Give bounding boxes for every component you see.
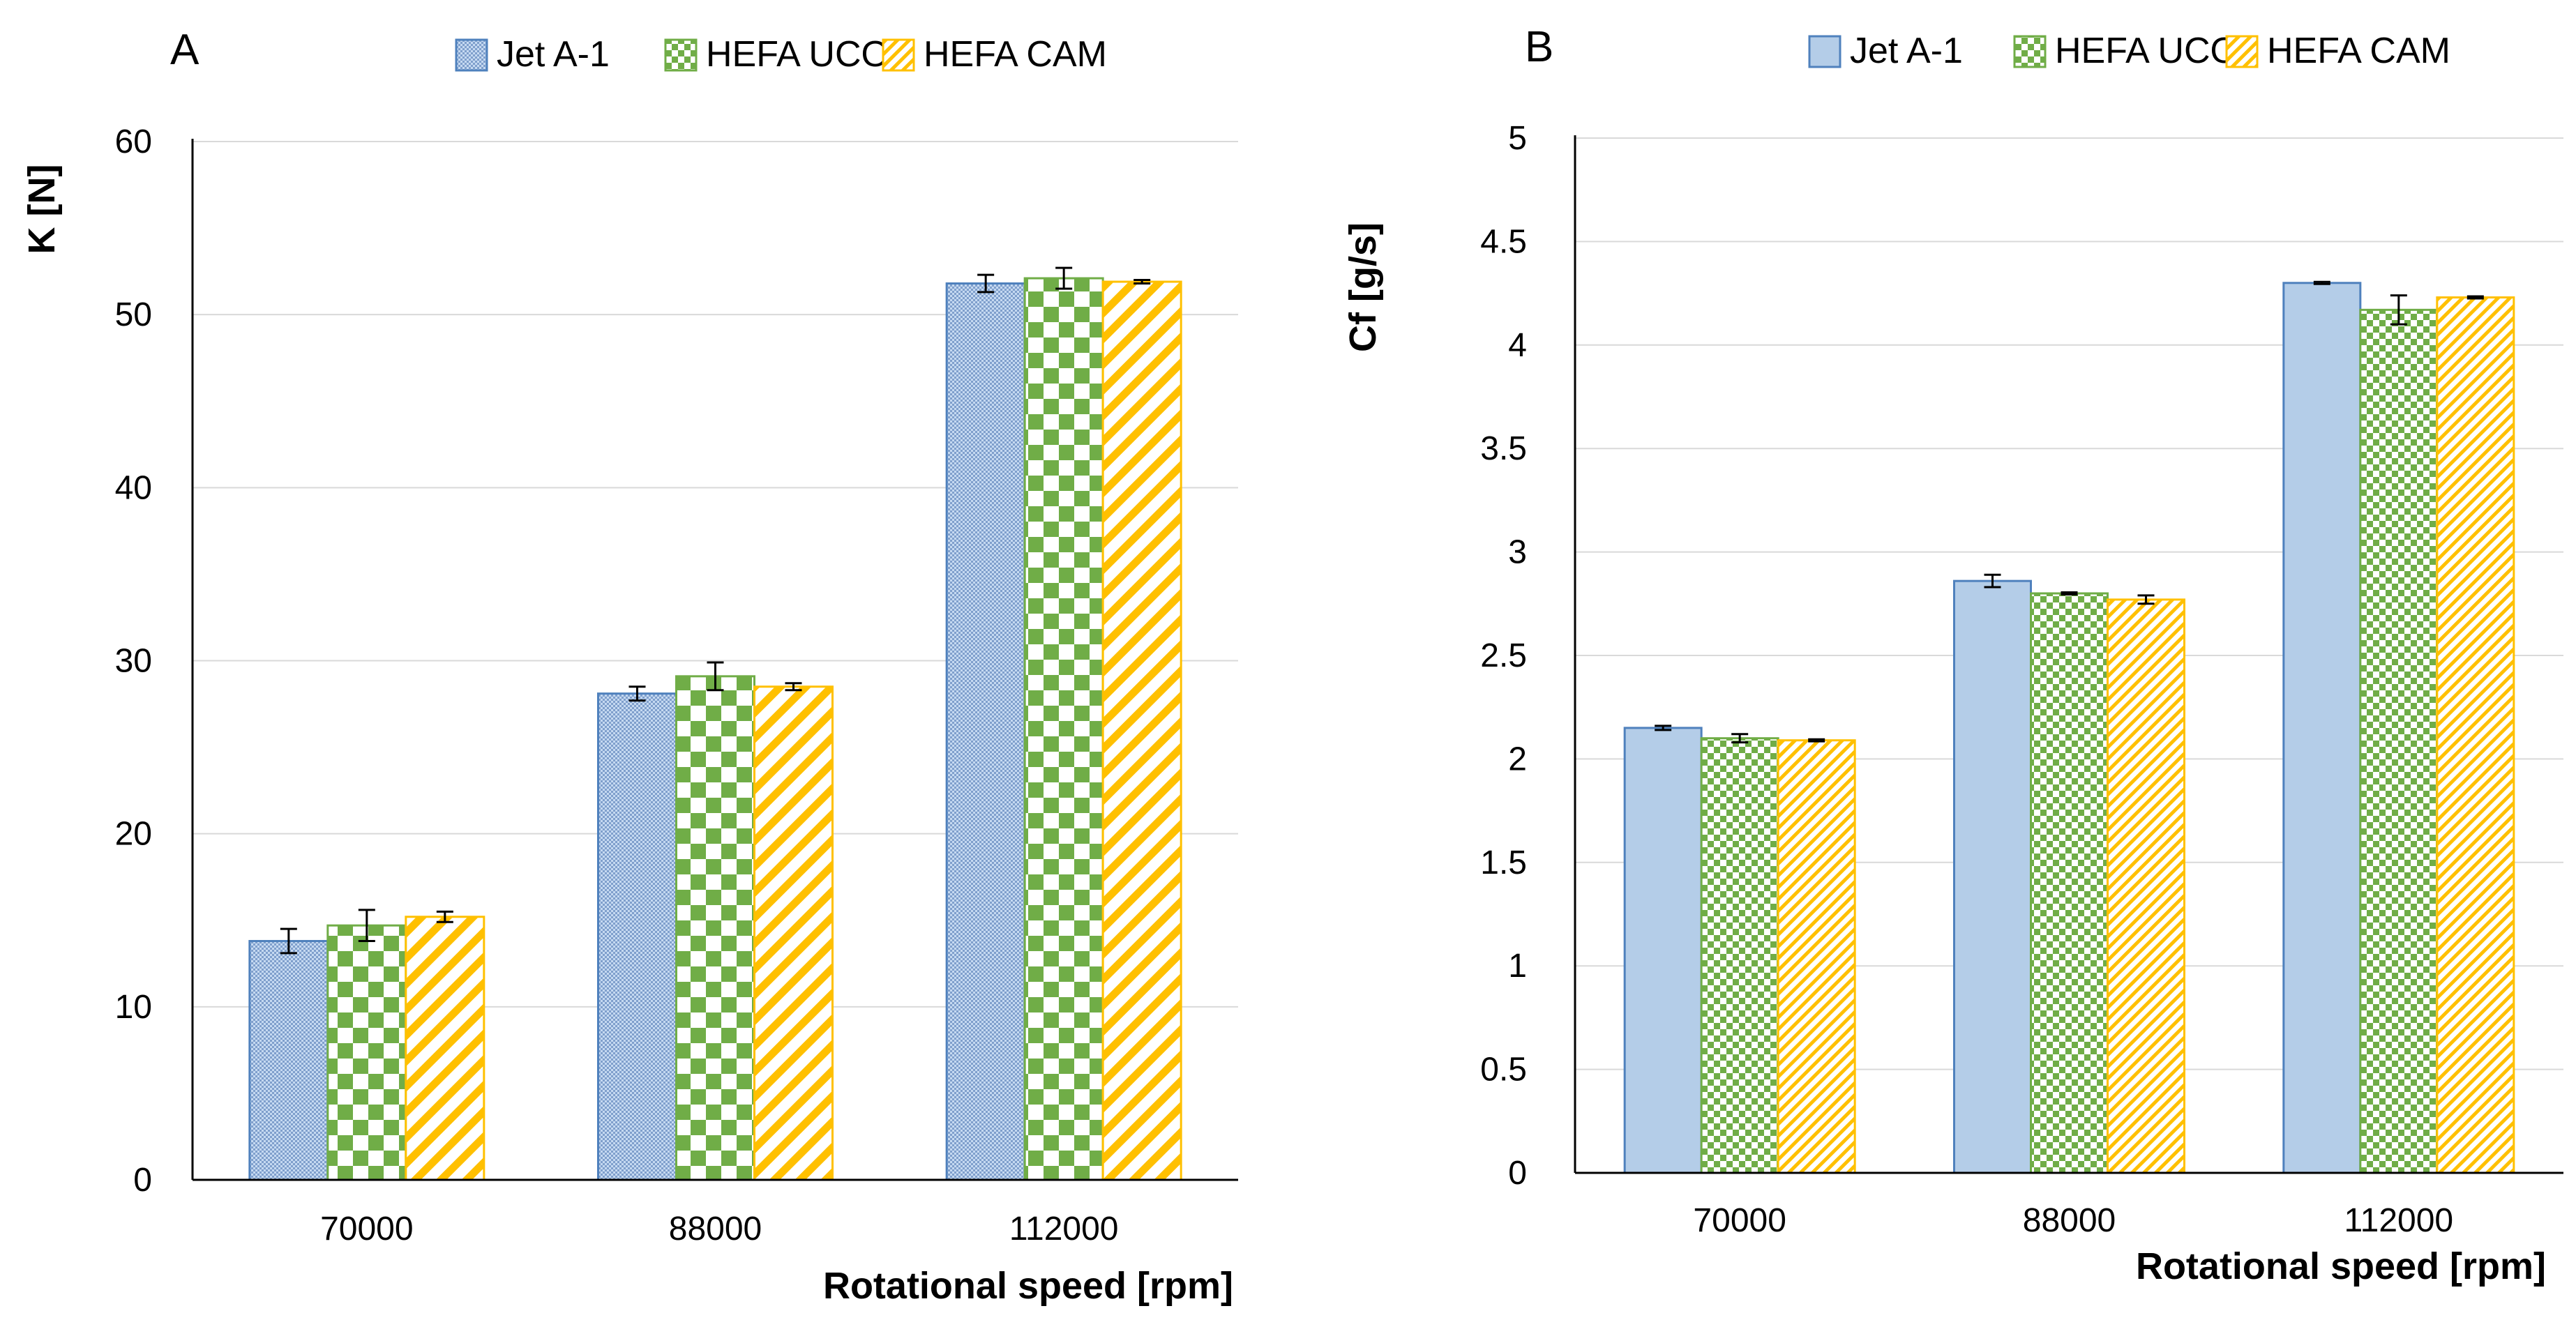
y-tick-label: 0 bbox=[133, 1162, 152, 1199]
x-tick-label-70000: 70000 bbox=[1693, 1202, 1786, 1239]
bar-hefa-cam-70000 bbox=[405, 916, 485, 1181]
panel-b-x-axis-title: Rotational speed [rpm] bbox=[2136, 1245, 2546, 1287]
panel-b-axes bbox=[1574, 135, 2563, 1174]
bar-jet-a-1-112000 bbox=[2282, 282, 2362, 1174]
bar-hefa-uco-112000 bbox=[1023, 277, 1104, 1181]
legend-label-jet-a-1: Jet A-1 bbox=[497, 34, 610, 75]
panel-a-letter: A bbox=[170, 26, 199, 74]
bar-hefa-cam-112000 bbox=[1101, 280, 1182, 1181]
legend-item-hefa-cam: HEFA CAM bbox=[2225, 31, 2450, 71]
x-tick-label-88000: 88000 bbox=[2023, 1202, 2116, 1239]
legend-label-hefa-uco: HEFA UCO bbox=[706, 34, 889, 75]
bar-jet-a-1-88000 bbox=[1953, 579, 2032, 1174]
panel-b-y-axis-title: Cf [g/s] bbox=[1342, 222, 1384, 352]
panel-a-category-labels: 70000 88000 112000 bbox=[320, 1211, 1118, 1247]
x-tick-label-112000: 112000 bbox=[1009, 1211, 1119, 1247]
y-tick-label: 1 bbox=[1508, 948, 1527, 985]
legend-swatch-jet-a-1 bbox=[1808, 35, 1841, 68]
bar-jet-a-1-112000 bbox=[945, 282, 1026, 1181]
legend-item-jet-a-1: Jet A-1 bbox=[455, 34, 610, 75]
legend-item-hefa-uco: HEFA UCO bbox=[664, 34, 889, 75]
panel-b-bars bbox=[1623, 282, 2515, 1174]
y-tick-label: 50 bbox=[115, 296, 152, 333]
y-tick-label: 4.5 bbox=[1480, 223, 1527, 260]
panel-b-y-tick-labels: 0 0.5 1 1.5 2 2.5 3 3.5 4 4.5 5 bbox=[1480, 120, 1527, 1192]
y-tick-label: 5 bbox=[1508, 120, 1527, 157]
legend-label-hefa-cam: HEFA CAM bbox=[2267, 31, 2450, 71]
legend-item-hefa-uco: HEFA UCO bbox=[2013, 31, 2238, 71]
bar-hefa-uco-112000 bbox=[2359, 308, 2439, 1174]
legend-swatch-hefa-uco bbox=[664, 38, 698, 72]
y-tick-label: 60 bbox=[115, 123, 152, 160]
y-tick-label: 30 bbox=[115, 643, 152, 680]
y-tick-label: 40 bbox=[115, 469, 152, 506]
panel-a-axes bbox=[191, 139, 1238, 1181]
bar-hefa-uco-70000 bbox=[1700, 737, 1779, 1174]
bar-jet-a-1-88000 bbox=[597, 692, 677, 1181]
x-tick-label-112000: 112000 bbox=[2344, 1202, 2454, 1239]
y-tick-label: 0 bbox=[1508, 1155, 1527, 1192]
bar-hefa-cam-88000 bbox=[753, 685, 834, 1181]
panel-b-error-bars bbox=[1655, 280, 2484, 744]
legend-swatch-hefa-cam bbox=[882, 38, 915, 72]
panel-a-legend: Jet A-1 HEFA UCO HEFA CAM bbox=[455, 34, 1107, 75]
bar-jet-a-1-70000 bbox=[248, 940, 329, 1181]
y-tick-label: 4 bbox=[1508, 327, 1527, 364]
y-tick-label: 3 bbox=[1508, 534, 1527, 571]
bar-hefa-uco-88000 bbox=[675, 675, 755, 1181]
y-tick-label: 0.5 bbox=[1480, 1052, 1527, 1088]
legend-item-hefa-cam: HEFA CAM bbox=[882, 34, 1107, 75]
y-tick-label: 3.5 bbox=[1480, 430, 1527, 467]
bar-hefa-uco-70000 bbox=[326, 924, 407, 1181]
panel-a-x-axis-title: Rotational speed [rpm] bbox=[823, 1265, 1233, 1307]
panel-a-error-bars bbox=[280, 266, 1151, 955]
panel-a-y-axis-title: K [N] bbox=[21, 165, 63, 255]
y-tick-label: 10 bbox=[115, 989, 152, 1026]
panel-b-category-labels: 70000 88000 112000 bbox=[1693, 1202, 2453, 1239]
x-tick-label-88000: 88000 bbox=[669, 1211, 762, 1247]
legend-swatch-jet-a-1 bbox=[455, 38, 488, 72]
panel-b-letter: B bbox=[1525, 23, 1553, 71]
panel-a-y-tick-labels: 0 10 20 30 40 50 60 bbox=[115, 123, 152, 1199]
y-tick-label: 2 bbox=[1508, 741, 1527, 777]
bar-hefa-uco-88000 bbox=[2030, 592, 2109, 1174]
legend-item-jet-a-1: Jet A-1 bbox=[1808, 31, 1963, 71]
panel-a-bars bbox=[248, 277, 1182, 1181]
y-tick-label: 2.5 bbox=[1480, 637, 1527, 674]
bar-hefa-cam-88000 bbox=[2107, 598, 2185, 1174]
legend-label-hefa-cam: HEFA CAM bbox=[924, 34, 1107, 75]
x-tick-label-70000: 70000 bbox=[320, 1211, 413, 1247]
bar-jet-a-1-70000 bbox=[1623, 727, 1703, 1174]
bar-hefa-cam-112000 bbox=[2436, 296, 2515, 1174]
legend-swatch-hefa-cam bbox=[2225, 35, 2259, 68]
bar-hefa-cam-70000 bbox=[1777, 739, 1856, 1174]
legend-label-jet-a-1: Jet A-1 bbox=[1850, 31, 1963, 71]
y-tick-label: 20 bbox=[115, 816, 152, 853]
chart-panel-b: B 0 0.5 1 1.5 2 2.5 3 3.5 4 4.5 5 70000 88000 112000… bbox=[1342, 23, 2563, 1287]
y-tick-label: 1.5 bbox=[1480, 844, 1527, 881]
panel-b-legend: Jet A-1 HEFA UCO HEFA CAM bbox=[1808, 31, 2450, 71]
chart-panel-a: A 0 10 20 30 40 50 60 70000 88000 112000 K [N] R… bbox=[21, 26, 1238, 1307]
legend-swatch-hefa-uco bbox=[2013, 35, 2047, 68]
legend-label-hefa-uco: HEFA UCO bbox=[2055, 31, 2238, 71]
